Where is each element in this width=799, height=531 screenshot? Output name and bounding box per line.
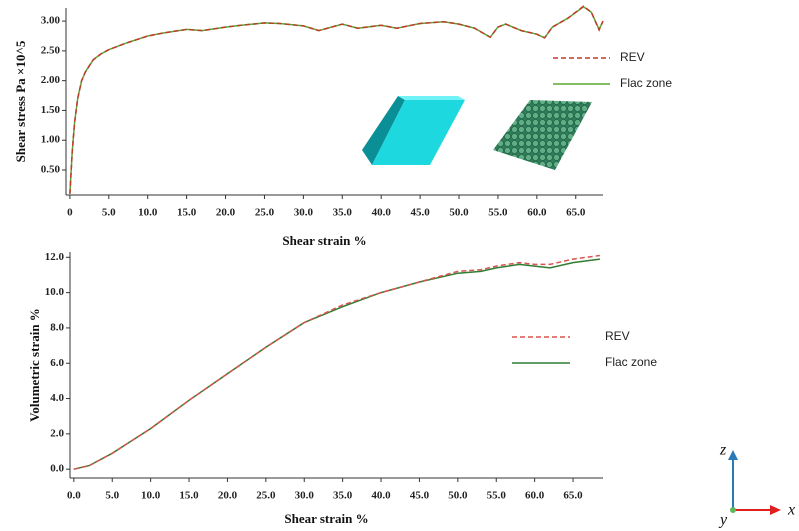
x-tick-label: 20.0 — [218, 490, 238, 502]
triad-x: x — [787, 502, 795, 519]
x-tick-label: 5.0 — [105, 490, 119, 502]
y-axis-label: Shear stress Pa ×10^5 — [13, 40, 28, 162]
x-tick-label: 65.0 — [563, 490, 583, 502]
y-tick-label: 10.0 — [45, 286, 65, 298]
x-tick-label: 15.0 — [179, 490, 199, 502]
y-tick-label: 4.0 — [50, 392, 64, 404]
y-tick-label: 0.0 — [50, 463, 64, 475]
x-tick-label: 25.0 — [255, 207, 275, 219]
x-tick-label: 10.0 — [138, 207, 158, 219]
x-tick-label: 10.0 — [141, 490, 161, 502]
x-axis-label: Shear strain % — [282, 233, 366, 248]
x-tick-label: 40.0 — [371, 490, 391, 502]
legend-label: REV — [620, 50, 645, 64]
legend-label: Flac zone — [605, 355, 657, 369]
x-tick-label: 35.0 — [333, 207, 353, 219]
y-tick-label: 1.00 — [41, 134, 61, 146]
y-tick-label: 2.0 — [50, 427, 64, 439]
x-tick-label: 50.0 — [449, 207, 469, 219]
cyan-block — [362, 96, 465, 165]
y-tick-label: 3.00 — [41, 15, 61, 27]
x-tick-label: 30.0 — [295, 490, 315, 502]
y-tick-label: 1.50 — [41, 104, 61, 116]
x-tick-label: 55.0 — [487, 490, 507, 502]
x-tick-label: 0 — [67, 207, 73, 219]
axis-triad: z x y — [718, 442, 795, 529]
legend-label: Flac zone — [620, 76, 672, 90]
x-tick-label: 5.0 — [102, 207, 116, 219]
y-axis-label: Volumetric strain % — [27, 308, 42, 422]
series-line — [74, 259, 600, 469]
x-tick-label: 20.0 — [216, 207, 236, 219]
legend-label: REV — [605, 329, 630, 343]
x-tick-label: 15.0 — [177, 207, 197, 219]
y-tick-label: 2.50 — [41, 44, 61, 56]
figure: z x y 0.50 1.00 1.50 2.00 2.50 3.00 0 5.0 10.0 15… — [0, 0, 799, 531]
granular-block — [493, 100, 592, 170]
x-tick-label: 35.0 — [333, 490, 353, 502]
y-tick-label: 0.50 — [41, 164, 61, 176]
x-tick-label: 60.0 — [527, 207, 547, 219]
triad-z: z — [719, 442, 727, 459]
x-tick-label: 45.0 — [410, 490, 430, 502]
series-line — [70, 6, 603, 194]
y-tick-label: 6.0 — [50, 357, 64, 369]
triad-y: y — [718, 512, 728, 529]
x-tick-label: 40.0 — [372, 207, 392, 219]
x-tick-label: 65.0 — [566, 207, 586, 219]
x-tick-label: 50.0 — [448, 490, 468, 502]
x-tick-label: 45.0 — [410, 207, 430, 219]
x-tick-label: 55.0 — [488, 207, 508, 219]
x-tick-label: 25.0 — [256, 490, 276, 502]
y-tick-label: 2.00 — [41, 74, 61, 86]
y-tick-label: 12.0 — [45, 251, 65, 263]
x-axis-label: Shear strain % — [284, 511, 368, 526]
y-tick-label: 8.0 — [50, 321, 64, 333]
x-tick-label: 0.0 — [67, 490, 81, 502]
x-tick-label: 30.0 — [294, 207, 314, 219]
x-tick-label: 60.0 — [525, 490, 545, 502]
